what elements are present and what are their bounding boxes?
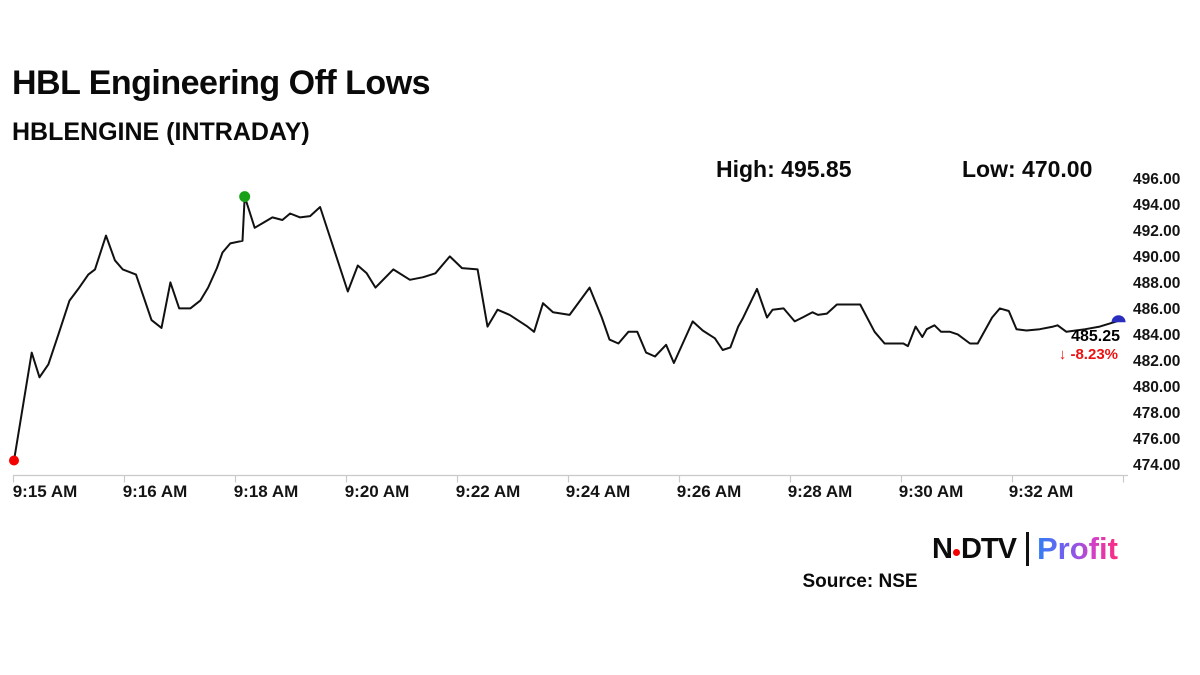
y-axis-label: 476.00 xyxy=(1133,431,1181,448)
last-price-label: 485.25 xyxy=(1071,328,1120,345)
low-value: 470.00 xyxy=(1022,156,1093,182)
y-axis-label: 480.00 xyxy=(1133,379,1181,396)
symbol-subtitle: HBLENGINE (INTRADAY) xyxy=(12,118,310,146)
x-axis-label: 9:32 AM xyxy=(1008,482,1074,501)
page-title: HBL Engineering Off Lows xyxy=(12,64,431,102)
ndtv-red-dot-icon xyxy=(952,548,960,556)
x-axis-label: 9:24 AM xyxy=(565,482,631,501)
ndtv-wordmark: N DTV xyxy=(932,532,1017,566)
y-axis-label: 490.00 xyxy=(1133,249,1181,266)
down-arrow-icon: ↓ xyxy=(1058,346,1067,363)
y-axis-label: 484.00 xyxy=(1133,327,1181,344)
last-change-label: ↓ -8.23% xyxy=(1048,346,1118,363)
x-axis-label: 9:18 AM xyxy=(233,482,299,501)
ndtv-profit-logo: N DTV Profit xyxy=(932,529,1118,569)
source-attribution: Source: NSE xyxy=(802,571,918,592)
x-axis-label: 9:20 AM xyxy=(344,482,410,501)
x-axis-label: 9:16 AM xyxy=(122,482,188,501)
change-percent: -8.23% xyxy=(1070,346,1118,363)
y-axis-label: 486.00 xyxy=(1133,301,1181,318)
high-value: 495.85 xyxy=(781,156,852,182)
x-axis-label: 9:15 AM xyxy=(12,482,78,501)
y-axis-label: 488.00 xyxy=(1133,275,1181,292)
low-label: Low: xyxy=(962,156,1016,182)
y-axis-label: 496.00 xyxy=(1133,171,1181,188)
open-low-marker-dot xyxy=(9,455,19,466)
ndtv-letters-dtv: DTV xyxy=(960,532,1017,565)
x-axis-label: 9:28 AM xyxy=(787,482,853,501)
high-marker-dot xyxy=(239,191,251,203)
x-axis-label: 9:22 AM xyxy=(455,482,521,501)
y-axis-label: 492.00 xyxy=(1133,223,1181,240)
high-stat: High: 495.85 xyxy=(716,156,852,183)
profit-wordmark: Profit xyxy=(1036,531,1118,566)
low-stat: Low: 470.00 xyxy=(962,156,1092,183)
y-axis-label: 478.00 xyxy=(1133,405,1181,422)
x-axis-label: 9:26 AM xyxy=(676,482,742,501)
y-axis-label: 474.00 xyxy=(1133,457,1181,474)
high-label: High: xyxy=(716,156,775,182)
logo-separator xyxy=(1025,532,1029,566)
y-axis-label: 494.00 xyxy=(1133,197,1181,214)
y-axis-label: 482.00 xyxy=(1133,353,1181,370)
ndtv-letter-n: N xyxy=(932,532,953,565)
last-price-marker-dot xyxy=(1111,315,1126,323)
x-axis-label: 9:30 AM xyxy=(898,482,964,501)
price-line xyxy=(13,195,1120,462)
